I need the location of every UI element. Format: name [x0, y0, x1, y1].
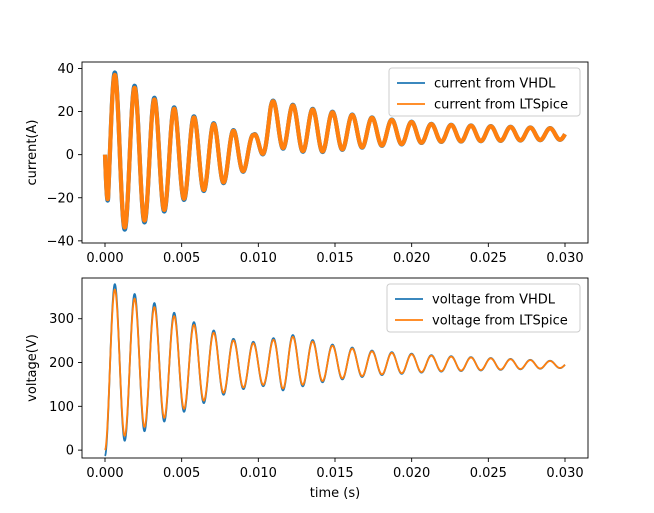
x-tick-label: 0.025: [470, 251, 507, 266]
y-tick-label: 0: [66, 444, 74, 459]
current-chart: 0.000 0.005 0.010 0.015 0.020 0.025 0.030 −40 −2…: [25, 61, 589, 266]
legend: voltage from VHDL voltage from LTSpice: [386, 283, 581, 333]
x-tick-label: 0.000: [86, 466, 123, 481]
x-tick-label: 0.025: [470, 466, 507, 481]
x-tick-label: 0.010: [240, 466, 277, 481]
voltage-chart: 0.000 0.005 0.010 0.015 0.020 0.025 0.030 0 100 2…: [25, 277, 589, 501]
x-tick-label: 0.020: [393, 251, 430, 266]
legend-label: voltage from LTSpice: [432, 314, 568, 329]
y-tick-label: 100: [49, 400, 74, 415]
legend-box: [388, 67, 581, 117]
x-tick-label: 0.010: [240, 251, 277, 266]
x-tick-label: 0.000: [86, 251, 123, 266]
x-tick-label: 0.020: [393, 466, 430, 481]
x-tick-label: 0.015: [316, 251, 353, 266]
y-axis-label: current(A): [25, 120, 40, 186]
legend-label: current from LTSpice: [434, 98, 568, 113]
series-line-ltspice: [104, 288, 566, 451]
legend-label: current from VHDL: [434, 77, 556, 92]
y-tick-label: −40: [47, 234, 74, 249]
x-tick-label: 0.005: [163, 251, 200, 266]
y-tick-label: 200: [49, 356, 74, 371]
y-tick-label: 0: [66, 148, 74, 163]
legend: current from VHDL current from LTSpice: [388, 67, 581, 117]
x-axis-label: time (s): [310, 486, 360, 501]
x-tick-label: 0.015: [316, 466, 353, 481]
x-tick-label: 0.030: [546, 251, 583, 266]
y-tick-label: 300: [49, 312, 74, 327]
y-tick-label: −20: [47, 191, 74, 206]
y-tick-label: 20: [57, 105, 74, 120]
legend-label: voltage from VHDL: [432, 293, 556, 308]
y-tick-label: 40: [57, 62, 74, 77]
legend-box: [386, 283, 581, 333]
y-axis-label: voltage(V): [25, 334, 40, 402]
series-line-ltspice: [102, 72, 567, 230]
x-tick-label: 0.030: [546, 466, 583, 481]
x-tick-label: 0.005: [163, 466, 200, 481]
